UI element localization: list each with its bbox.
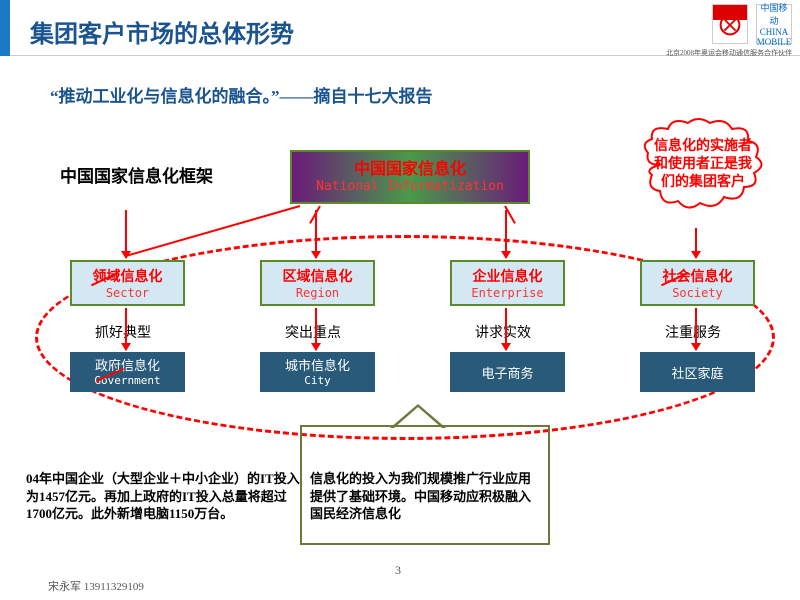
note-left: 04年中国企业（大型企业＋中小企业）的IT投入为1457亿元。再加上政府的IT投… <box>26 470 306 523</box>
arrow-sub-2 <box>505 308 507 350</box>
sub-cn: 领域信息化 <box>72 266 183 286</box>
sub-cn: 区域信息化 <box>262 266 373 286</box>
callout-pointer <box>390 404 446 428</box>
sub-cn: 社会信息化 <box>642 266 753 286</box>
mid-label-2: 讲求实效 <box>475 322 531 342</box>
main-node-en: National Informatization <box>292 179 528 194</box>
arrow-main-1 <box>125 210 127 258</box>
bot-node-0: 政府信息化Government <box>70 352 185 392</box>
header: 集团客户市场的总体形势 ⨂ 中国移动CHINA MOBILE 北京2008年奥运… <box>0 0 800 56</box>
bot-cn: 政府信息化 <box>70 355 185 374</box>
sub-node-1: 区域信息化Region <box>260 260 375 306</box>
note-right: 信息化的投入为我们规模推广行业应用提供了基础环境。中国移动应积极融入国民经济信息… <box>310 470 540 523</box>
sub-en: Sector <box>72 286 183 300</box>
sub-node-3: 社会信息化Society <box>640 260 755 306</box>
sub-cn: 企业信息化 <box>452 266 563 286</box>
sub-node-2: 企业信息化Enterprise <box>450 260 565 306</box>
arrow-diag-1 <box>127 205 301 257</box>
bot-cn: 社区家庭 <box>640 363 755 382</box>
logo-subtitle: 北京2008年奥运会移动通信服务合作伙伴 <box>666 48 792 58</box>
logo-group: ⨂ 中国移动CHINA MOBILE <box>712 4 792 44</box>
bot-cn: 电子商务 <box>450 363 565 382</box>
bot-cn: 城市信息化 <box>260 355 375 374</box>
main-node: 中国国家信息化 National Informatization <box>290 150 530 204</box>
arrow-main-2 <box>315 210 317 258</box>
bot-node-2: 电子商务 <box>450 352 565 392</box>
page-title: 集团客户市场的总体形势 <box>30 14 294 49</box>
framework-label: 中国国家信息化框架 <box>60 162 213 187</box>
main-node-cn: 中国国家信息化 <box>292 155 528 179</box>
sub-en: Society <box>642 286 753 300</box>
china-mobile-logo: 中国移动CHINA MOBILE <box>756 4 792 44</box>
mid-label-0: 抓好典型 <box>95 322 151 342</box>
sub-node-0: 领域信息化Sector <box>70 260 185 306</box>
accent-bar <box>0 0 10 56</box>
bot-node-3: 社区家庭 <box>640 352 755 392</box>
quote-text: “推动工业化与信息化的融合。”——摘自十七大报告 <box>50 82 433 107</box>
mid-label-3: 注重服务 <box>665 322 721 342</box>
beijing2008-logo: ⨂ <box>712 4 748 44</box>
page-number: 3 <box>395 563 401 578</box>
arrow-sub-3 <box>695 308 697 350</box>
arrow-sub-0 <box>125 308 127 350</box>
arrow-sub-1 <box>315 308 317 350</box>
footer-author: 宋永军 13911329109 <box>48 578 144 594</box>
mid-label-1: 突出重点 <box>285 322 341 342</box>
bot-en: Government <box>70 374 185 387</box>
arrow-main-3 <box>505 210 507 258</box>
bot-en: City <box>260 374 375 387</box>
arrow-main-4 <box>695 228 697 258</box>
bot-node-1: 城市信息化City <box>260 352 375 392</box>
cloud-text: 信息化的实施者和使用者正是我们的集团客户 <box>648 138 758 193</box>
sub-en: Region <box>262 286 373 300</box>
sub-en: Enterprise <box>452 286 563 300</box>
